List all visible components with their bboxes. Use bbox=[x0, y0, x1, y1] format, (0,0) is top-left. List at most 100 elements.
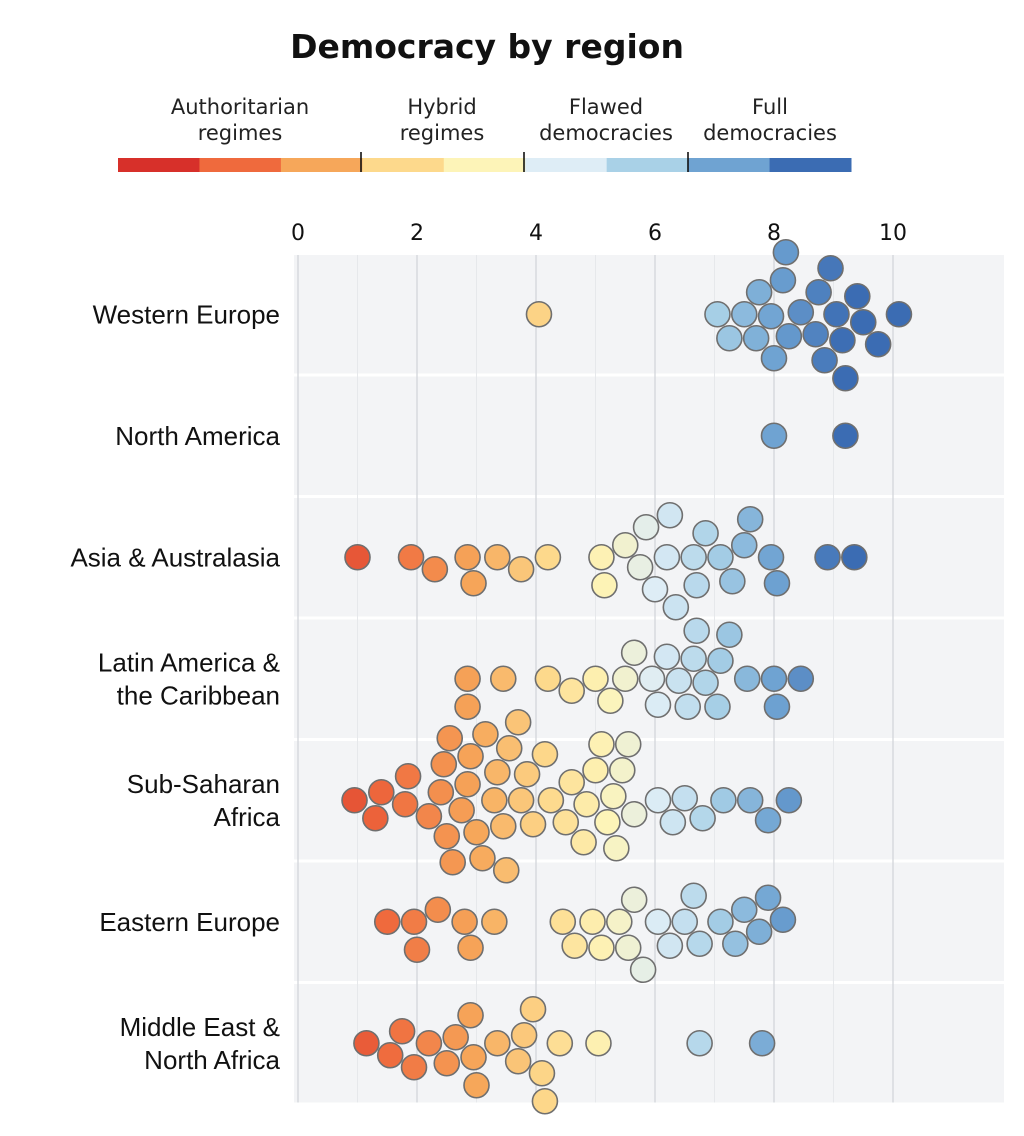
legend-swatch bbox=[688, 158, 771, 172]
data-point bbox=[736, 786, 764, 814]
data-point bbox=[680, 645, 707, 673]
data-point bbox=[489, 665, 517, 693]
data-point bbox=[492, 856, 520, 884]
data-point bbox=[608, 756, 636, 784]
data-point bbox=[760, 665, 788, 693]
data-point bbox=[644, 786, 672, 814]
data-point bbox=[620, 639, 648, 667]
data-point bbox=[457, 742, 484, 770]
data-point bbox=[400, 908, 428, 936]
data-point bbox=[415, 1029, 443, 1057]
data-point bbox=[561, 932, 588, 960]
data-point bbox=[748, 1029, 776, 1057]
data-point bbox=[397, 543, 425, 571]
region-labels: Western Europe North America Asia & Austra… bbox=[70, 299, 280, 1075]
data-point bbox=[707, 647, 734, 675]
data-point bbox=[885, 300, 913, 328]
data-point bbox=[614, 934, 642, 962]
data-point bbox=[832, 364, 859, 392]
data-point bbox=[823, 300, 850, 328]
data-point bbox=[603, 834, 630, 862]
data-point bbox=[680, 882, 707, 910]
data-point bbox=[730, 531, 758, 559]
data-point bbox=[716, 621, 743, 649]
data-point bbox=[448, 796, 475, 824]
region-band bbox=[294, 376, 1004, 495]
data-point bbox=[689, 804, 716, 832]
legend: AuthoritarianregimesHybridregimesFlawedd… bbox=[118, 95, 852, 172]
data-point bbox=[454, 543, 481, 571]
data-point bbox=[391, 790, 419, 818]
data-point bbox=[683, 571, 710, 599]
data-point bbox=[552, 808, 580, 836]
data-point bbox=[730, 300, 758, 328]
data-point bbox=[534, 543, 562, 571]
data-point bbox=[710, 786, 737, 814]
legend-label: democracies bbox=[703, 121, 837, 145]
data-point bbox=[424, 896, 452, 924]
data-point bbox=[656, 501, 684, 529]
data-point bbox=[769, 906, 797, 934]
x-tick-label: 0 bbox=[291, 221, 305, 246]
data-point bbox=[653, 543, 681, 571]
data-point bbox=[644, 691, 672, 719]
data-point bbox=[373, 908, 401, 936]
legend-label: Flawed bbox=[569, 95, 643, 119]
region-label: the Caribbean bbox=[117, 680, 280, 710]
data-point bbox=[457, 934, 484, 962]
data-point bbox=[763, 693, 791, 721]
legend-swatch bbox=[199, 158, 282, 172]
data-point bbox=[745, 918, 773, 946]
data-point bbox=[510, 1021, 538, 1049]
data-point bbox=[864, 330, 892, 358]
data-point bbox=[719, 567, 746, 595]
data-point bbox=[507, 555, 535, 583]
data-point bbox=[454, 770, 481, 798]
data-point bbox=[745, 278, 773, 306]
data-point bbox=[588, 934, 615, 962]
data-point bbox=[481, 908, 508, 936]
data-point bbox=[376, 1041, 404, 1069]
data-point bbox=[394, 762, 422, 790]
data-point bbox=[519, 995, 547, 1023]
data-point bbox=[757, 302, 785, 330]
legend-label: regimes bbox=[198, 121, 283, 145]
data-point bbox=[588, 543, 615, 571]
data-point bbox=[611, 665, 639, 693]
data-point bbox=[704, 300, 731, 328]
data-point bbox=[742, 324, 770, 352]
data-point bbox=[433, 822, 461, 850]
data-point bbox=[841, 543, 868, 571]
data-point bbox=[611, 531, 639, 559]
region-label: Africa bbox=[214, 802, 281, 832]
data-point bbox=[534, 665, 562, 693]
data-point bbox=[614, 730, 642, 758]
data-point bbox=[460, 1043, 487, 1071]
x-axis-ticks: 0 2 4 6 8 10 bbox=[291, 221, 907, 246]
data-point bbox=[754, 806, 782, 834]
chart-title: Democracy by region bbox=[290, 27, 684, 66]
data-point bbox=[722, 930, 749, 958]
region-label: Middle East & bbox=[120, 1012, 280, 1042]
legend-label: Full bbox=[752, 95, 788, 119]
data-point bbox=[802, 320, 829, 348]
data-point bbox=[817, 254, 844, 282]
data-point bbox=[775, 322, 803, 350]
data-point bbox=[457, 1001, 484, 1029]
data-point bbox=[525, 300, 553, 328]
data-point bbox=[763, 569, 791, 597]
data-point bbox=[692, 669, 719, 697]
data-point bbox=[582, 756, 609, 784]
data-point bbox=[537, 786, 565, 814]
data-point bbox=[579, 908, 606, 936]
data-point bbox=[513, 760, 541, 788]
data-point bbox=[472, 720, 499, 748]
legend-swatch bbox=[362, 158, 445, 172]
data-point bbox=[597, 687, 624, 715]
data-point bbox=[671, 908, 699, 936]
data-points bbox=[341, 238, 913, 1115]
legend-label: Hybrid bbox=[407, 95, 476, 119]
data-point bbox=[620, 800, 648, 828]
data-point bbox=[353, 1029, 380, 1057]
